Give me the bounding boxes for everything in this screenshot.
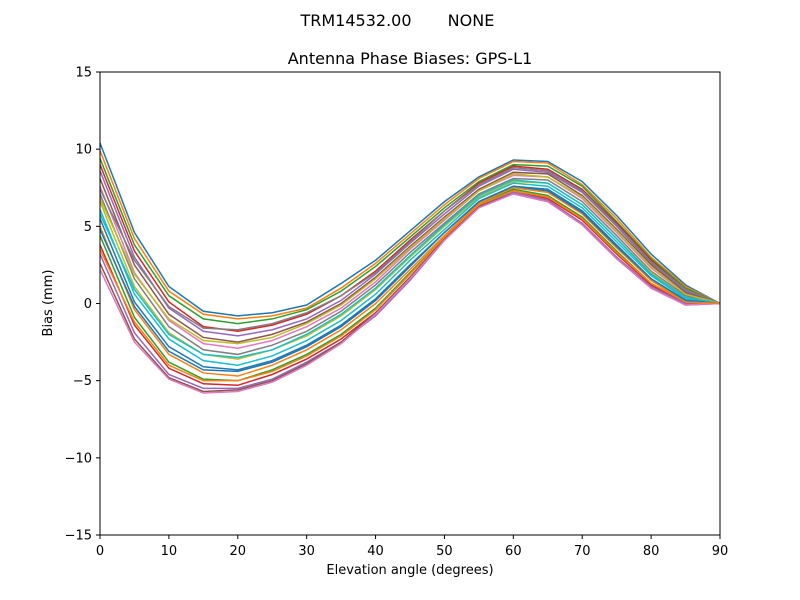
x-axis-ticks: 0 10 20 30 40 50 60 70 80 90	[96, 535, 728, 559]
series-line-curve-19	[99, 173, 721, 345]
series-line-curve-11	[99, 185, 721, 371]
x-tick-label: 10	[161, 544, 178, 559]
x-tick-label: 40	[367, 544, 384, 559]
x-tick-label: 60	[505, 544, 522, 559]
x-tick-label: 20	[230, 544, 247, 559]
y-tick-label: −10	[65, 451, 92, 466]
figure-suptitle-right: NONE	[448, 11, 495, 30]
series-line-curve-18	[99, 166, 721, 331]
x-tick-label: 0	[96, 544, 104, 559]
y-tick-label: 0	[84, 297, 92, 312]
series-line-curve-13	[99, 188, 721, 382]
series-line-curve-03	[99, 158, 721, 325]
x-tick-label: 30	[298, 544, 315, 559]
series-line-curve-04	[99, 164, 721, 333]
series-line-curve-08	[99, 177, 721, 356]
y-tick-label: 10	[75, 143, 92, 158]
series-line-curve-10	[99, 182, 721, 366]
series-line-curve-07	[99, 174, 721, 350]
figure-suptitle-left: TRM14532.00	[299, 11, 411, 30]
x-tick-label: 90	[712, 544, 729, 559]
series-line-curve-21	[99, 185, 721, 373]
series-line-curve-06	[99, 171, 721, 343]
y-tick-label: −5	[73, 374, 92, 389]
series-line-curve-15	[99, 191, 720, 390]
x-axis-label: Elevation angle (degrees)	[326, 563, 493, 578]
y-axis-ticks: 15 10 5 0 −5 −10 −15	[65, 66, 100, 544]
y-tick-label: 5	[84, 220, 92, 235]
y-tick-label: 15	[75, 66, 92, 81]
x-tick-label: 50	[436, 544, 453, 559]
x-tick-label: 80	[643, 544, 660, 559]
chart-title: Antenna Phase Biases: GPS-L1	[288, 49, 533, 68]
series-line-curve-02	[99, 150, 721, 320]
series-line-curve-22	[99, 190, 721, 382]
series-line-curve-01	[99, 142, 721, 317]
series-line-curve-05	[99, 168, 721, 337]
series-line-curve-20	[99, 179, 721, 359]
x-tick-label: 70	[574, 544, 591, 559]
plot-lines	[99, 142, 721, 394]
y-axis-label: Bias (mm)	[41, 270, 56, 337]
series-line-curve-17	[99, 193, 721, 394]
series-line-curve-12	[99, 186, 721, 377]
y-tick-label: −15	[65, 529, 92, 544]
